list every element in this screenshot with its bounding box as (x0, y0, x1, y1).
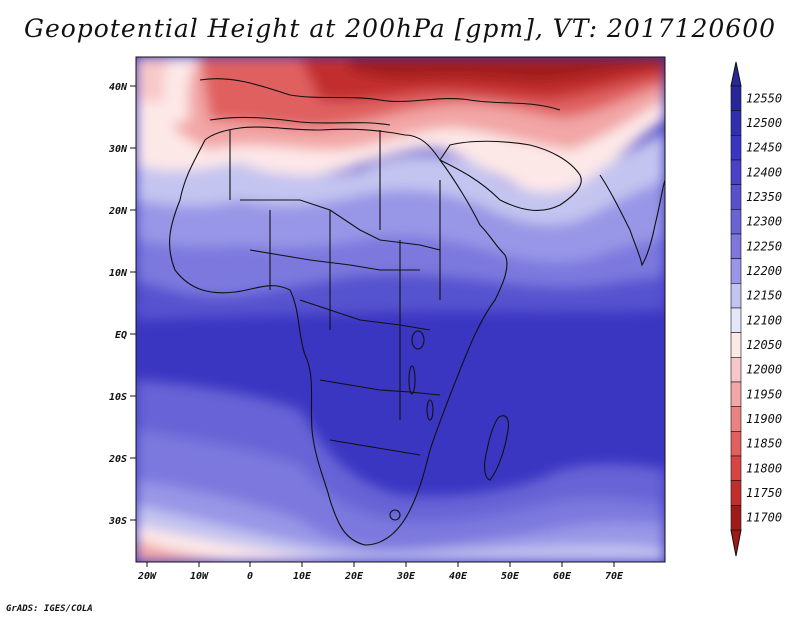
colorbar-swatch (730, 505, 742, 531)
colorbar-bottom-arrow (730, 529, 742, 557)
colorbar-swatch (730, 135, 742, 161)
colorbar-swatch (730, 381, 742, 407)
colorbar-swatch (730, 184, 742, 210)
colorbar-swatch (730, 110, 742, 136)
colorbar-label: 11800 (746, 461, 782, 475)
lon-label: 40E (449, 571, 468, 582)
colorbar-label: 11700 (746, 511, 782, 525)
colorbar-swatch (730, 406, 742, 432)
map-frame (135, 56, 666, 563)
lon-label: 20E (344, 571, 364, 582)
lat-label: 30N (108, 144, 128, 155)
colorbar-label: 12150 (746, 289, 782, 303)
colorbar-top-arrow (730, 61, 742, 87)
colorbar-swatch (730, 332, 742, 358)
colorbar-swatch (730, 209, 742, 235)
colorbar-label: 12400 (746, 165, 782, 179)
colorbar-label: 12350 (746, 190, 782, 204)
colorbar-label: 11950 (746, 387, 782, 401)
lat-label: 10N (109, 268, 128, 279)
lon-label: 10E (293, 571, 312, 582)
map-title: Geopotential Height at 200hPa [gpm], VT:… (23, 14, 777, 43)
lon-label: 10W (190, 571, 209, 582)
colorbar-label: 12000 (746, 363, 782, 377)
colorbar-swatch (730, 431, 742, 457)
colorbar-label: 11900 (746, 412, 782, 426)
colorbar-swatch (730, 258, 742, 284)
lat-label: 20N (108, 206, 128, 217)
colorbar-label: 12550 (746, 91, 782, 105)
colorbar-swatch (730, 357, 742, 383)
lat-label: 30S (108, 516, 127, 527)
colorbar-swatch (730, 283, 742, 309)
lat-label: 40N (109, 82, 128, 93)
lon-label: 20W (137, 571, 157, 582)
colorbar-swatch (730, 85, 742, 111)
colorbar-label: 11750 (746, 486, 782, 500)
colorbar-label: 12200 (746, 264, 782, 278)
colorbar: 12550 12500 12450 12400 12350 12300 12250 12200… (730, 61, 782, 557)
colorbar-label: 12250 (746, 239, 782, 253)
lat-label: 10S (109, 392, 127, 403)
colorbar-swatch (730, 307, 742, 333)
colorbar-label: 12100 (746, 313, 782, 327)
colorbar-label: 12450 (746, 141, 782, 155)
longitude-axis: 20W 10W 0 10E 20E 30E 40E 50E 60E 70E (137, 562, 624, 582)
geopotential-field (136, 57, 665, 562)
colorbar-label: 11850 (746, 437, 782, 451)
lat-label: EQ (115, 330, 127, 341)
lon-label: 50E (501, 571, 520, 582)
lon-label: 30E (396, 571, 416, 582)
lat-label: 20S (108, 454, 127, 465)
lon-label: 0 (247, 571, 253, 582)
colorbar-label: 12300 (746, 215, 782, 229)
colorbar-swatch (730, 233, 742, 259)
colorbar-swatch (730, 480, 742, 506)
grads-credit: GrADS: IGES/COLA (6, 604, 93, 614)
lon-label: 70E (605, 571, 624, 582)
colorbar-label: 12050 (746, 338, 782, 352)
colorbar-swatch (730, 159, 742, 185)
lon-label: 60E (553, 571, 572, 582)
colorbar-label: 12500 (746, 116, 782, 130)
latitude-axis: 40N 30N 20N 10N EQ 10S 20S 30S (108, 82, 136, 527)
colorbar-swatch (730, 455, 742, 481)
